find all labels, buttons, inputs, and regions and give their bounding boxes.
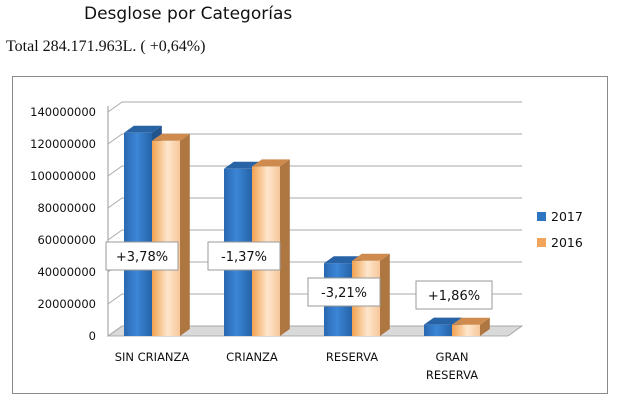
legend-swatch-2017: [537, 212, 546, 221]
bar-2017-front: [124, 132, 152, 336]
bar-2016-side: [280, 159, 290, 336]
bar-2016-side: [480, 317, 490, 336]
annotation-box: [105, 241, 179, 271]
annotation-box: [307, 277, 381, 307]
bar-2017-front: [424, 324, 452, 336]
gridline: [107, 229, 522, 241]
y-tick-label: 20000000: [37, 297, 96, 311]
total-summary: Total 284.171.963L. ( +0,64%): [6, 38, 206, 55]
y-tick-label: 140000000: [30, 105, 96, 119]
annotation-label: +1,86%: [428, 289, 480, 304]
page-title: Desglose por Categorías: [84, 4, 293, 24]
bar-2016-top: [252, 159, 290, 167]
bar-2016-top: [152, 133, 190, 141]
bar-2016-top: [452, 317, 490, 325]
annotation-label: -3,21%: [321, 286, 367, 301]
y-tick-label: 40000000: [37, 265, 96, 279]
legend-swatch-2016: [537, 238, 546, 247]
y-tick-label: 60000000: [37, 233, 96, 247]
bar-2017-top: [424, 317, 462, 325]
bar-2016-front: [152, 140, 180, 336]
y-tick-label: 80000000: [37, 201, 96, 215]
gridline: [107, 197, 522, 209]
bar-2017-top: [124, 125, 162, 133]
x-tick-label: RESERVA: [426, 368, 478, 382]
gridline: [107, 165, 522, 177]
gridline: [107, 101, 522, 113]
bar-2016-side: [180, 133, 190, 336]
x-tick-label: CRIANZA: [226, 350, 278, 364]
x-tick-label: GRAN: [436, 350, 469, 364]
y-tick-label: 0: [89, 329, 96, 343]
annotation-label: +3,78%: [116, 250, 168, 265]
y-tick-label: 100000000: [30, 169, 96, 183]
x-tick-label: RESERVA: [326, 350, 378, 364]
annotation-box: [415, 280, 493, 310]
gridline: [107, 133, 522, 145]
annotation-label: -1,37%: [221, 250, 267, 265]
annotation-box: [207, 241, 281, 271]
bar-2016-side: [380, 253, 390, 336]
bar-2016-front: [452, 324, 480, 336]
bar-2016-top: [352, 253, 390, 261]
chart-frame: [12, 76, 608, 394]
x-tick-label: SIN CRIANZA: [115, 350, 190, 364]
y-tick-label: 120000000: [30, 137, 96, 151]
legend-label: 2017: [551, 209, 583, 224]
legend-label: 2016: [551, 235, 583, 250]
